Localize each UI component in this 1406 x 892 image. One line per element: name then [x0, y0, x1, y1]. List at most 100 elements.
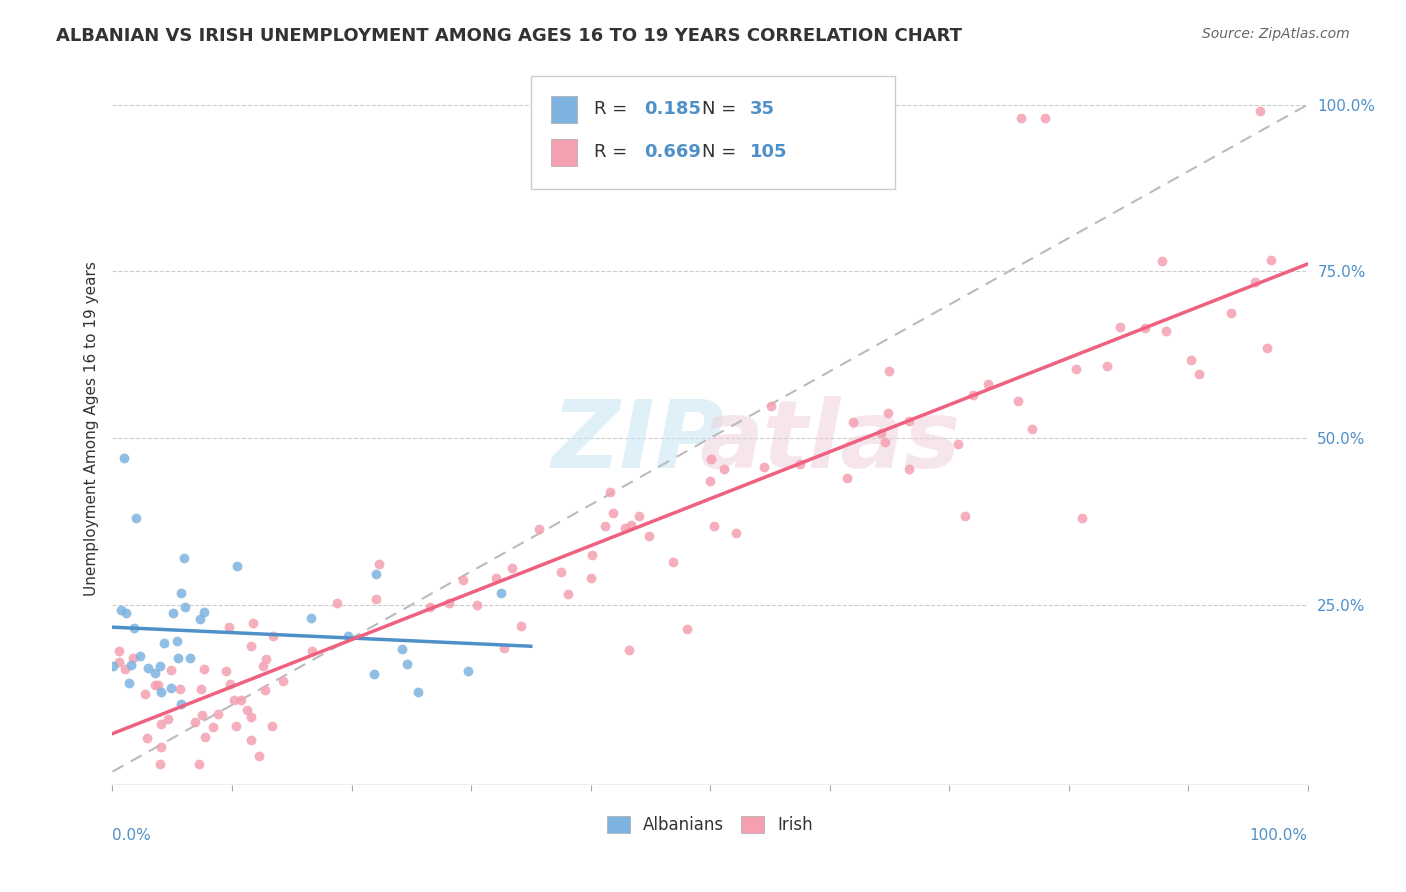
Point	[1244, 275, 1267, 289]
Point	[1150, 254, 1173, 268]
FancyBboxPatch shape	[531, 77, 896, 189]
Text: R =: R =	[595, 100, 633, 118]
Point	[170, 697, 193, 711]
Point	[396, 657, 419, 671]
Point	[134, 687, 156, 701]
Point	[1249, 104, 1271, 119]
Point	[247, 749, 270, 764]
Point	[262, 629, 284, 643]
Point	[1010, 111, 1032, 125]
Point	[166, 634, 188, 648]
Text: ZIP: ZIP	[553, 396, 724, 489]
Point	[193, 662, 215, 676]
Point	[170, 586, 193, 600]
Point	[754, 460, 776, 475]
Point	[494, 641, 516, 656]
Point	[187, 757, 209, 772]
Point	[326, 596, 349, 610]
Text: 35: 35	[749, 100, 775, 118]
Point	[962, 387, 984, 401]
Point	[253, 683, 276, 698]
Point	[242, 616, 264, 631]
Text: 105: 105	[749, 143, 787, 161]
Point	[1133, 321, 1156, 335]
Point	[252, 659, 274, 673]
Point	[145, 678, 167, 692]
Point	[114, 451, 135, 466]
Point	[160, 663, 183, 677]
Point	[363, 666, 385, 681]
Point	[129, 648, 152, 663]
Point	[114, 662, 136, 676]
Point	[136, 660, 159, 674]
Point	[1033, 111, 1056, 125]
Point	[125, 511, 148, 525]
Point	[149, 659, 172, 673]
Point	[122, 650, 145, 665]
Point	[299, 611, 322, 625]
Point	[1154, 324, 1177, 338]
Point	[219, 676, 242, 690]
Point	[184, 714, 207, 729]
Point	[366, 567, 388, 582]
Point	[162, 606, 184, 620]
Point	[1219, 306, 1241, 320]
Point	[239, 639, 262, 653]
Point	[262, 719, 284, 733]
Point	[1070, 510, 1092, 524]
Text: R =: R =	[595, 143, 633, 161]
Point	[897, 414, 920, 428]
Point	[1180, 352, 1202, 367]
Point	[1064, 361, 1087, 376]
Point	[194, 731, 217, 745]
Point	[620, 517, 643, 532]
Point	[638, 529, 661, 543]
Point	[226, 559, 249, 574]
Point	[202, 720, 225, 734]
Point	[254, 651, 277, 665]
Point	[509, 619, 531, 633]
Point	[174, 599, 197, 614]
Point	[703, 519, 725, 533]
Point	[207, 707, 229, 722]
Point	[789, 458, 811, 472]
Point	[160, 681, 183, 695]
Point	[367, 558, 389, 572]
Point	[218, 620, 240, 634]
Point	[150, 684, 173, 698]
Point	[946, 436, 969, 450]
Point	[364, 591, 387, 606]
Point	[675, 622, 697, 636]
Point	[173, 551, 195, 566]
Point	[110, 603, 132, 617]
Point	[835, 471, 858, 485]
Point	[527, 522, 550, 536]
Point	[1109, 319, 1132, 334]
Point	[150, 740, 173, 755]
Point	[419, 600, 441, 615]
Point	[108, 644, 131, 658]
Legend: Albanians, Irish: Albanians, Irish	[600, 809, 820, 841]
Point	[236, 703, 259, 717]
Point	[143, 666, 166, 681]
Point	[599, 484, 621, 499]
Point	[876, 406, 898, 420]
Point	[169, 681, 191, 696]
Point	[115, 607, 138, 621]
Point	[190, 682, 212, 697]
Point	[271, 673, 294, 688]
Point	[870, 425, 893, 440]
Point	[581, 548, 603, 562]
Point	[239, 710, 262, 724]
Point	[391, 642, 413, 657]
Point	[1097, 359, 1119, 373]
Text: Source: ZipAtlas.com: Source: ZipAtlas.com	[1202, 27, 1350, 41]
Point	[167, 651, 190, 665]
Point	[149, 716, 172, 731]
Point	[225, 719, 247, 733]
Point	[157, 712, 180, 726]
Point	[955, 508, 977, 523]
Point	[231, 692, 253, 706]
Point	[501, 561, 523, 575]
Point	[120, 658, 142, 673]
